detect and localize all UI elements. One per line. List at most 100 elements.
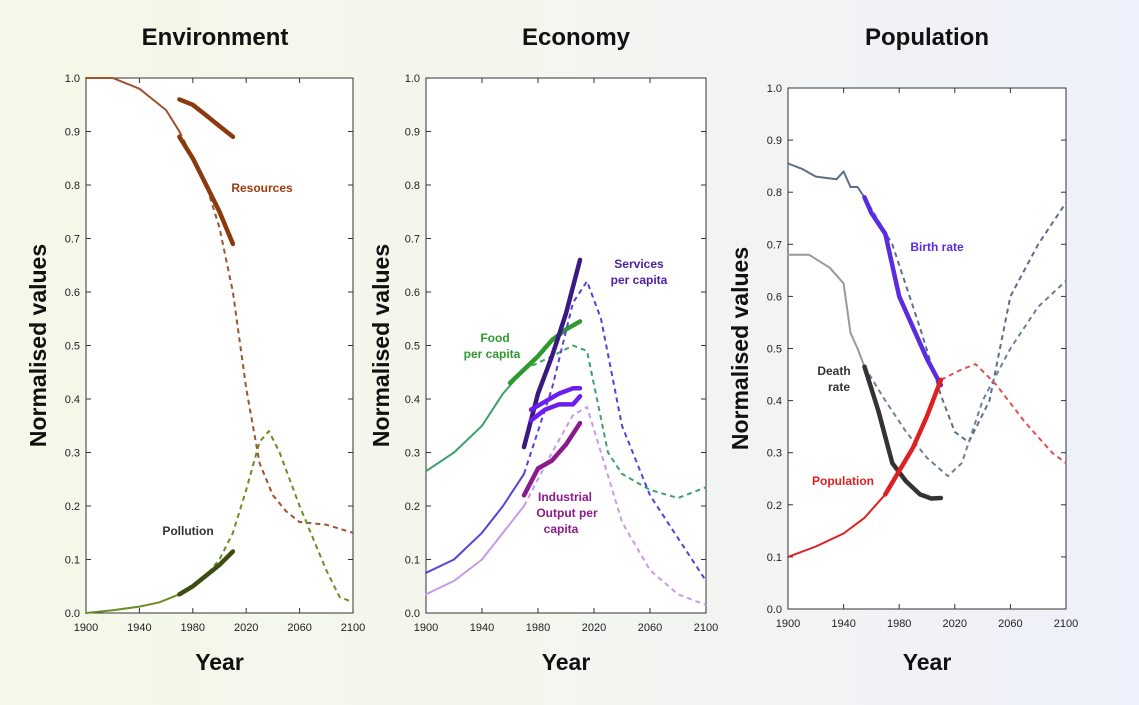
series-annotation: Resources [231,181,293,195]
x-tick-label: 1980 [181,622,205,634]
x-tick-label: 2060 [287,622,311,634]
x-tick-label: 2020 [943,618,967,630]
y-tick-label: 0.8 [405,180,420,192]
series-line-thick [862,364,944,501]
series-annotation: per capita [611,273,668,287]
y-tick-label: 1.0 [405,73,420,85]
series-annotation: per capita [464,347,521,361]
y-tick-label: 0.0 [767,604,782,616]
series-annotation: Output per [536,506,598,520]
series-line-thin [787,493,887,558]
series-line-thin [787,253,866,368]
series-line-thick [883,377,944,497]
y-tick-label: 0.3 [405,448,420,460]
series-line-dashed [523,280,707,582]
x-tick-label: 1900 [74,622,98,634]
x-tick-label: 2020 [582,622,606,634]
y-tick-label: 0.1 [767,552,782,564]
x-tick-label: 1900 [776,618,800,630]
x-axis-title: Year [195,649,244,675]
y-tick-label: 0.2 [405,501,420,513]
x-axis-title: Year [542,649,591,675]
plot-area [425,77,707,614]
y-tick-label: 0.6 [65,287,80,299]
y-tick-label: 0.7 [405,234,420,246]
x-tick-label: 1940 [127,622,151,634]
y-tick-label: 0.0 [405,608,420,620]
x-tick-label: 2060 [638,622,662,634]
chart-title: Population [865,24,989,51]
y-tick-label: 0.3 [65,448,80,460]
series-annotation: capita [544,522,579,536]
y-tick-label: 0.2 [65,501,80,513]
y-tick-label: 0.1 [65,555,80,567]
series-annotation: Pollution [162,524,213,538]
series-line-dashed [178,131,354,534]
y-tick-label: 0.5 [405,341,420,353]
y-tick-label: 0.2 [767,500,782,512]
y-tick-label: 0.6 [405,287,420,299]
y-tick-label: 0.6 [767,291,782,303]
series-line-thin [425,368,525,473]
series-line-thin [85,77,181,133]
series-line-dashed [863,196,1067,444]
x-tick-label: 1980 [526,622,550,634]
x-tick-label: 1980 [887,618,911,630]
series-line-dashed [523,344,707,499]
series-line-thick [862,195,944,388]
y-tick-label: 0.3 [767,448,782,460]
series-annotation: Industrial [538,490,592,504]
chart-title: Economy [522,24,631,51]
series-line-thin [425,505,525,596]
y-tick-label: 0.4 [65,394,80,406]
x-tick-label: 2100 [1054,618,1078,630]
series-line-thick [528,386,583,412]
y-tick-label: 0.0 [65,608,80,620]
series-annotation: Birth rate [910,240,964,254]
series-line-thick [521,420,583,498]
x-tick-label: 1940 [831,618,855,630]
x-tick-label: 2020 [234,622,258,634]
y-tick-label: 1.0 [767,83,782,95]
plot-area [85,77,354,614]
y-tick-label: 0.8 [65,180,80,192]
y-tick-label: 0.9 [405,127,420,139]
series-line-thick [177,134,236,247]
series-annotation: Services [614,257,664,271]
series-line-thick [177,549,236,597]
y-tick-label: 1.0 [65,73,80,85]
series-annotation: Food [480,331,509,345]
y-tick-label: 0.8 [767,187,782,199]
series-annotation: Death [817,364,850,378]
y-axis-title: Normalised values [727,247,753,450]
y-tick-label: 0.9 [767,135,782,147]
y-tick-label: 0.5 [65,341,80,353]
x-tick-label: 1900 [414,622,438,634]
series-line-thick [177,97,236,140]
y-tick-label: 0.7 [767,239,782,251]
series-line-dashed [940,363,1067,464]
series-line-dashed [523,406,707,606]
series-line-thick [521,257,583,450]
series-annotation: Population [812,474,874,488]
x-tick-label: 2100 [341,622,365,634]
chart-title: Environment [142,24,289,51]
y-tick-label: 0.1 [405,555,420,567]
panel-economy: 0.0 0.1 0.2 0.3 0.4 0.5 0.6 0.7 0.8 0.9 1.0 1900 194… [368,24,718,675]
y-tick-label: 0.5 [767,344,782,356]
panel-population: 0.0 0.1 0.2 0.3 0.4 0.5 0.6 0.7 0.8 0.9 1.0 1900 194… [727,24,1078,675]
series-line-thick [528,394,583,423]
y-tick-label: 0.9 [65,127,80,139]
series-line-thick [507,319,583,386]
series-line-thin [425,472,525,574]
y-tick-label: 0.4 [405,394,420,406]
y-tick-label: 0.4 [767,396,782,408]
y-axis-title: Normalised values [25,244,51,447]
y-axis-title: Normalised values [368,244,394,447]
series-line-thin [85,593,181,614]
x-tick-label: 1940 [470,622,494,634]
x-axis-title: Year [903,649,952,675]
series-line-dashed [863,280,1067,478]
x-tick-label: 2060 [998,618,1022,630]
